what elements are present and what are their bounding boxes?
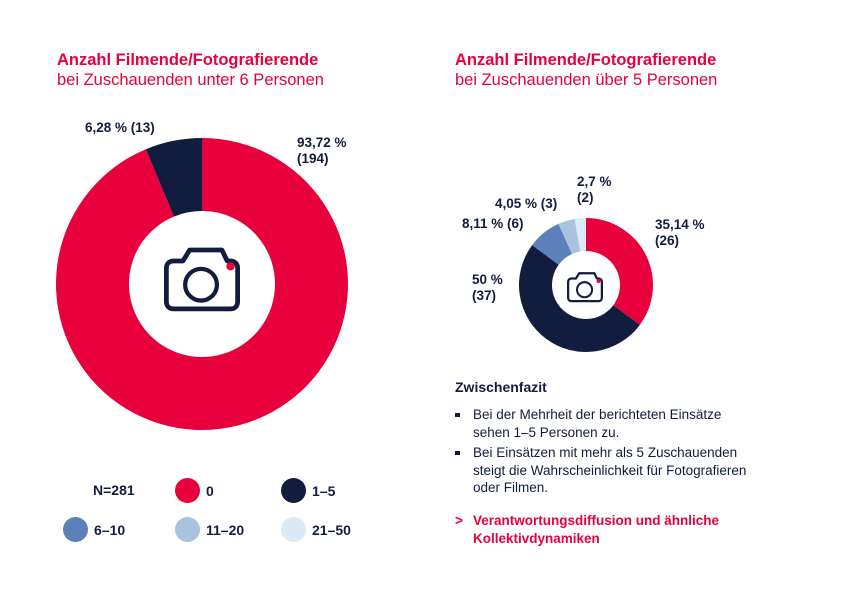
bullet-square-icon <box>455 444 473 497</box>
label-left-seg-0: 93,72 % (194) <box>297 135 347 166</box>
left-chart-subtitle: bei Zuschauenden unter 6 Personen <box>57 71 324 89</box>
legend-dot-11-20 <box>175 517 200 542</box>
label-right-seg-0: 35,14 % (26) <box>655 217 705 248</box>
legend-label-11-20: 11–20 <box>206 521 245 538</box>
legend-label-21-50: 21–50 <box>312 521 351 538</box>
legend-item-6-10: 6–10 <box>63 517 125 542</box>
donut-chart-under-6 <box>56 138 348 430</box>
label-right-seg-11-20: 4,05 % (3) <box>495 196 558 211</box>
donut-segment-21–50 <box>574 218 586 252</box>
legend-label-6-10: 6–10 <box>94 521 126 538</box>
label-right-seg-1-5: 50 % (37) <box>472 272 503 303</box>
legend-n-total: N=281 <box>93 482 135 498</box>
arrow-right-icon: > <box>455 513 463 528</box>
legend-dot-21-50 <box>281 517 306 542</box>
donut-chart-under-6-svg <box>56 138 348 430</box>
left-chart-title-line1: Anzahl Filmende/Fotografierende <box>57 51 319 69</box>
legend-label-1-5: 1–5 <box>312 482 336 499</box>
zwischenfazit-bullet-2: Bei Einsätzen mit mehr als 5 Zuschauende… <box>455 444 825 497</box>
legend-label-0: 0 <box>206 482 214 499</box>
left-chart-title: Anzahl Filmende/Fotografierende bei Zusc… <box>57 50 324 90</box>
camera-icon <box>567 272 604 303</box>
donut-segment-1–5 <box>519 245 640 352</box>
donut-segment-1–5 <box>145 138 202 217</box>
bullet-square-icon <box>455 406 473 441</box>
label-right-seg-6-10: 8,11 % (6) <box>462 216 524 231</box>
donut-chart-over-5 <box>519 218 653 352</box>
donut-chart-over-5-svg <box>519 218 653 352</box>
label-right-seg-21-50: 2,7 % (2) <box>577 174 612 205</box>
donut-segment-0 <box>56 138 348 430</box>
label-left-seg-1-5: 6,28 % (13) <box>85 120 155 135</box>
zwischenfazit-heading: Zwischenfazit <box>455 379 547 395</box>
legend-item-1-5: 1–5 <box>281 478 335 503</box>
legend-dot-0 <box>175 478 200 503</box>
legend-item-21-50: 21–50 <box>281 517 351 542</box>
right-chart-title: Anzahl Filmende/Fotografierende bei Zusc… <box>455 50 717 90</box>
legend-item-11-20: 11–20 <box>175 517 244 542</box>
right-chart-title-line1: Anzahl Filmende/Fotografierende <box>455 51 717 69</box>
legend-dot-6-10 <box>63 517 88 542</box>
legend-dot-1-5 <box>281 478 306 503</box>
conclusion-note: > Verantwortungsdiffusion und ähnliche K… <box>455 513 720 546</box>
donut-segment-11–20 <box>558 218 581 255</box>
legend-item-0: 0 <box>175 478 214 503</box>
camera-icon <box>164 247 241 312</box>
donut-segment-6–10 <box>532 223 573 265</box>
right-chart-subtitle: bei Zuschauenden über 5 Personen <box>455 71 718 89</box>
zwischenfazit-section: Zwischenfazit Bei der Mehrheit der beric… <box>455 378 825 500</box>
zwischenfazit-bullet-1: Bei der Mehrheit der berichteten Einsätz… <box>455 406 825 441</box>
donut-segment-0 <box>586 218 653 325</box>
